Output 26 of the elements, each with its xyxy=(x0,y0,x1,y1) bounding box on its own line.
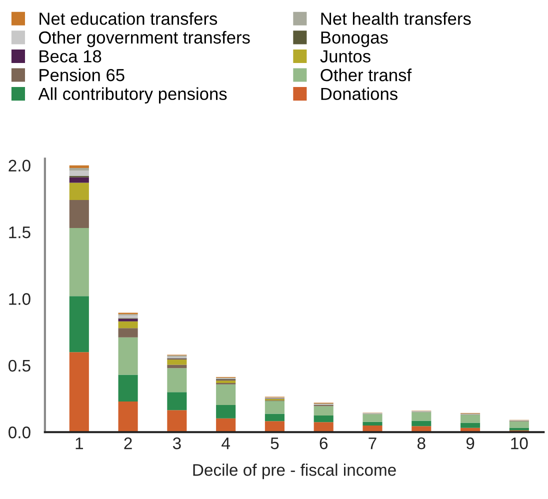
legend-label: Bonogas xyxy=(321,32,388,48)
x-tick-label: 10 xyxy=(511,437,528,450)
x-tick-label: 8 xyxy=(417,437,426,450)
x-tick-label: 7 xyxy=(368,438,376,450)
y-tick-label: 0.0 xyxy=(8,426,30,438)
legend-label: Donations xyxy=(321,87,398,100)
legend-label: All contributory pensions xyxy=(38,87,227,104)
x-tick-label: 3 xyxy=(172,437,181,450)
x-tick-label: 1 xyxy=(76,438,83,450)
y-tick-label: 0.5 xyxy=(8,360,30,372)
legend-label: Beca 18 xyxy=(40,50,102,62)
legend-label: Net education transfers xyxy=(40,12,218,25)
legend-label: Other transf xyxy=(320,68,412,82)
x-tick-label: 9 xyxy=(466,437,474,450)
legend-label: Net health transfers xyxy=(321,12,471,25)
legend-label: Other government transfers xyxy=(39,30,250,48)
y-tick-label: 1.0 xyxy=(9,293,30,305)
x-axis-title: Decile of pre - fiscal income xyxy=(193,464,396,480)
x-tick-label: 5 xyxy=(270,438,279,450)
y-tick-label: 1.5 xyxy=(9,226,30,238)
legend-label: Pension 65 xyxy=(40,68,124,82)
x-tick-label: 4 xyxy=(222,438,230,450)
y-tick-label: 2.0 xyxy=(8,160,30,172)
legend-label: Juntos xyxy=(320,50,370,62)
x-tick-label: 6 xyxy=(320,437,328,450)
x-tick-label: 2 xyxy=(124,437,132,450)
